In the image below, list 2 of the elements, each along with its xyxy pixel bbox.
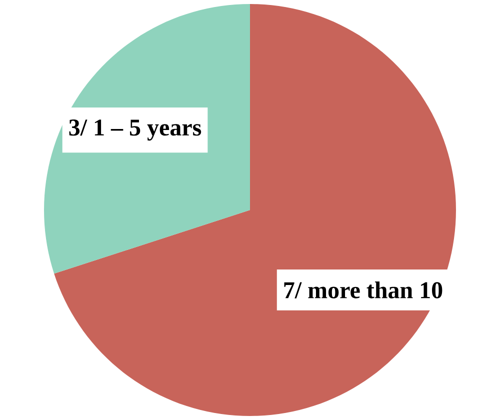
- slice-label: 7/ more than 10: [284, 281, 442, 298]
- slice-label: 3/ 1 – 5 years: [69, 120, 202, 141]
